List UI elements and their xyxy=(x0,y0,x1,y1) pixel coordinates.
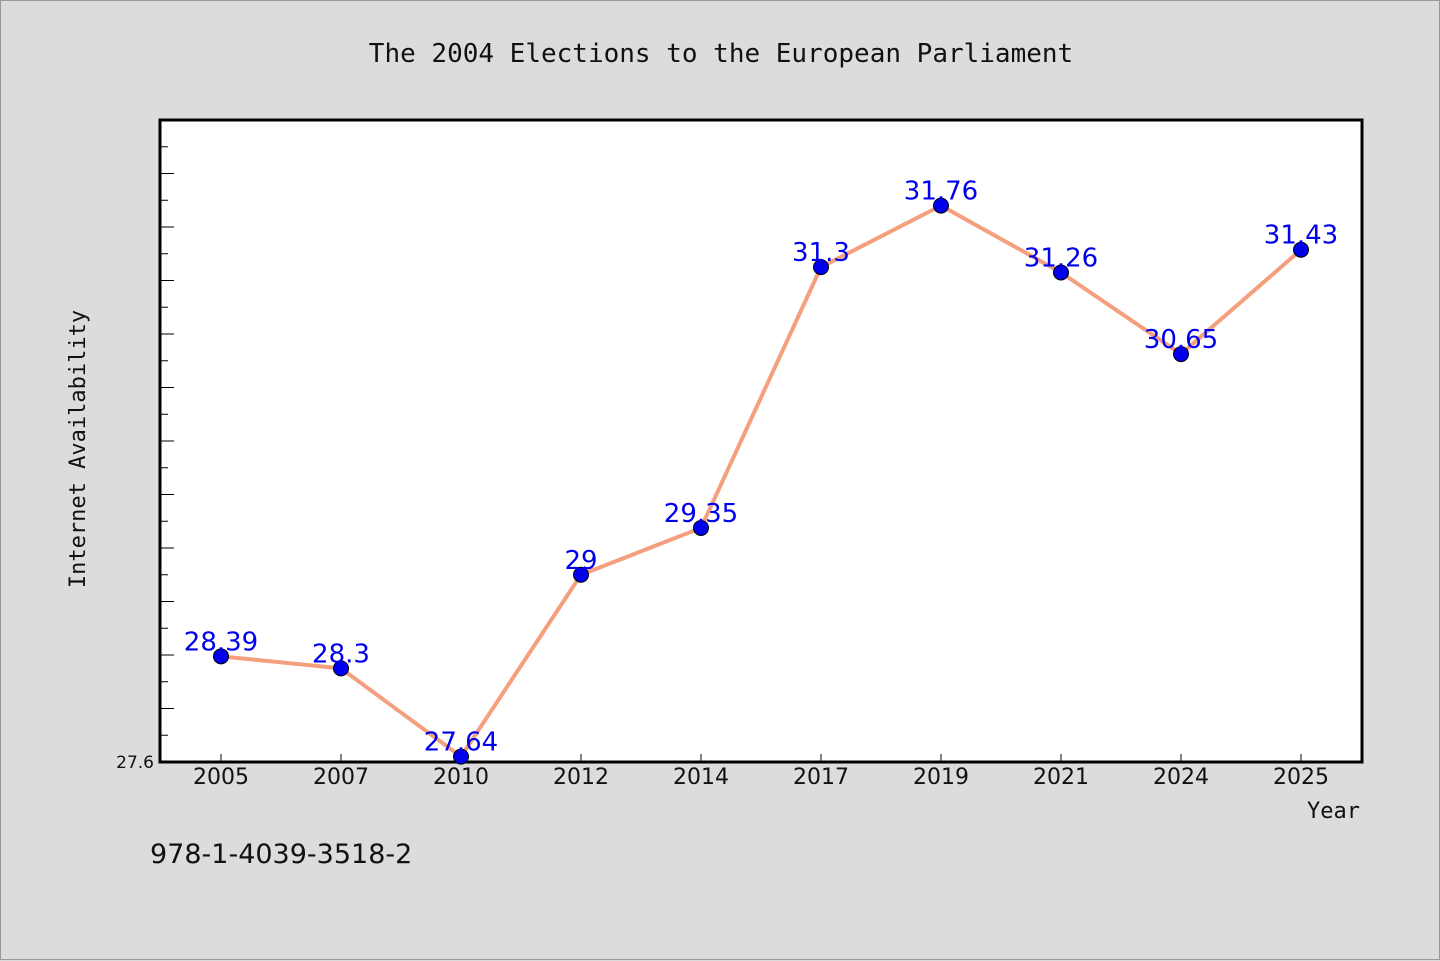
plot-area xyxy=(158,118,1364,764)
x-tick-label: 2019 xyxy=(913,765,969,790)
data-label: 29 xyxy=(564,546,597,576)
series-line xyxy=(220,203,1303,759)
data-point xyxy=(213,648,229,665)
data-label: 28.3 xyxy=(312,639,370,669)
data-label: 30.65 xyxy=(1144,325,1218,355)
x-tick-label: 2017 xyxy=(793,765,849,790)
isbn-text: 978-1-4039-3518-2 xyxy=(150,839,412,870)
x-tick-label: 2024 xyxy=(1153,765,1209,790)
data-labels-group: 28.39 28.3 27.64 29 29.35 31.3 31.76 31.26 30.65… xyxy=(184,177,1338,758)
data-label: 31.43 xyxy=(1264,221,1338,251)
data-point xyxy=(813,259,829,276)
markers-group xyxy=(213,197,1309,765)
data-point xyxy=(333,660,349,677)
y-axis-ticks: 27.6 xyxy=(116,146,174,773)
x-tick-label: 2007 xyxy=(313,765,369,790)
data-point xyxy=(1173,346,1189,363)
x-tick-label: 2021 xyxy=(1033,765,1089,790)
x-tick-label: 2025 xyxy=(1273,765,1329,790)
data-point xyxy=(1053,264,1069,281)
data-point xyxy=(453,748,469,765)
data-label: 31.3 xyxy=(792,238,850,268)
chart-title: The 2004 Elections to the European Parli… xyxy=(369,39,1073,69)
data-point xyxy=(933,197,949,214)
data-label: 29.35 xyxy=(664,499,738,529)
data-point xyxy=(573,566,589,583)
data-label: 27.64 xyxy=(424,728,498,758)
y-axis-label: Internet Availability xyxy=(66,310,91,588)
x-tick-label: 2014 xyxy=(673,765,729,790)
x-axis-ticks: 2005 2007 2010 2012 2014 2017 2019 2021 2024 2025 xyxy=(193,754,1329,790)
x-tick-label: 2012 xyxy=(553,765,609,790)
data-point xyxy=(1293,241,1309,258)
data-label: 31.26 xyxy=(1024,243,1098,273)
x-tick-label: 2005 xyxy=(193,765,249,790)
data-label: 28.39 xyxy=(184,627,258,657)
x-axis-label: Year xyxy=(1307,799,1360,824)
data-point xyxy=(693,519,709,536)
x-tick-label: 2010 xyxy=(433,765,489,790)
series-line-group xyxy=(220,203,1303,759)
y-tick-label: 27.6 xyxy=(116,753,154,773)
data-label: 31.76 xyxy=(904,177,978,207)
